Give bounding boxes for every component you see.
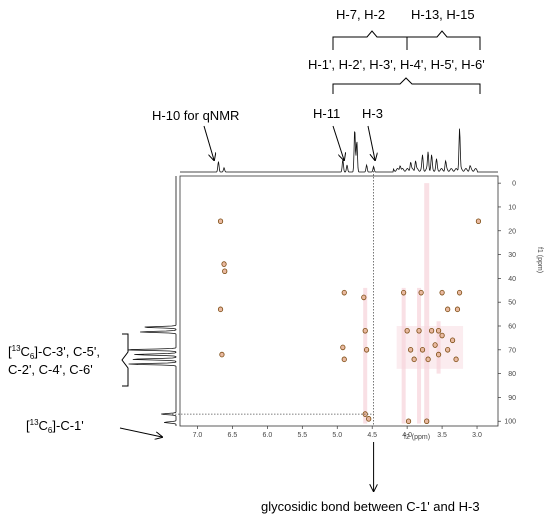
cross-peak [341, 289, 347, 296]
cross-peak [362, 327, 368, 334]
y-tick-label: 0 [512, 181, 516, 188]
cross-peak [340, 344, 346, 351]
y-tick-label: 50 [508, 300, 516, 307]
cross-peak [453, 356, 459, 363]
cross-peak [435, 351, 442, 358]
y-tick-label: 10 [508, 204, 516, 211]
smear-column [424, 183, 430, 424]
x-tick-label: 4.0 [402, 432, 412, 439]
x-axis-ticks: 7.0 6.5 6.0 5.5 5.0 4.5 4.0 3.5 3.0 [193, 426, 482, 439]
y-tick-label: 70 [508, 347, 516, 354]
x-tick-label: 5.5 [297, 432, 307, 439]
label-c-group-line1: [13C6]-C-3', C-5', [8, 344, 100, 361]
cross-peak [404, 327, 410, 334]
cross-peak [439, 289, 445, 296]
cross-peak [219, 351, 225, 358]
left-bracket-c-group [121, 333, 129, 387]
arrow-h10 [203, 125, 214, 160]
y-tick-label: 20 [508, 228, 516, 235]
cross-peak [217, 306, 224, 313]
x-tick-label: 6.5 [228, 432, 238, 439]
cross-peak [445, 347, 451, 353]
y-axis-ticks: 0 10 20 30 40 50 60 70 80 90 100 [498, 181, 516, 426]
cross-peak [475, 218, 482, 225]
cross-peak [424, 418, 430, 425]
x-tick-label: 4.5 [367, 432, 377, 439]
x-tick-label: 7.0 [193, 432, 203, 439]
cross-peak [366, 416, 372, 422]
plot-area [179, 175, 499, 427]
proton-spectrum-trace [180, 128, 498, 173]
cross-peak [432, 342, 438, 348]
cross-peak [435, 327, 442, 334]
top-bracket-1 [332, 30, 408, 50]
x-tick-label: 3.0 [472, 432, 482, 439]
cross-peak [418, 289, 424, 296]
smear-column [436, 321, 441, 374]
cross-peak [456, 289, 463, 296]
cross-peak [449, 337, 456, 344]
smear-column [417, 287, 422, 424]
x-tick-label: 3.5 [437, 432, 447, 439]
cross-peak [341, 356, 347, 363]
label-h3: H-3 [362, 106, 383, 121]
arrow-h3 [367, 125, 375, 160]
y-axis-label: f1 (ppm) [536, 247, 543, 273]
cross-peak [411, 356, 417, 363]
top-bracket-row2 [332, 77, 481, 94]
cross-peak [454, 306, 461, 313]
label-glycosidic: glycosidic bond between C-1' and H-3 [261, 499, 480, 514]
arrow-c1 [119, 427, 162, 437]
y-tick-label: 100 [504, 419, 516, 426]
x-axis-label: f2 (ppm) [404, 434, 430, 441]
label-glucose-protons: H-1', H-2', H-3', H-4', H-5', H-6' [308, 57, 485, 72]
cross-peak [445, 306, 451, 313]
y-tick-label: 40 [508, 276, 516, 283]
label-h7-h2: H-7, H-2 [336, 7, 385, 22]
cross-peak [405, 418, 412, 425]
carbon-spectrum-trace [127, 176, 177, 426]
cross-peak [217, 218, 224, 225]
cross-peak [429, 327, 435, 334]
cross-peak [401, 289, 407, 296]
label-h10: H-10 for qNMR [152, 108, 239, 123]
cross-peak [439, 332, 445, 339]
cross-peak [364, 347, 370, 353]
smear-column [401, 287, 406, 424]
arrow-h11 [332, 125, 344, 160]
x-tick-label: 6.0 [262, 432, 272, 439]
label-c-group-line2: C-2', C-4', C-6' [8, 362, 93, 377]
top-bracket-2 [406, 30, 481, 50]
cross-peak [416, 327, 422, 334]
cross-peak [222, 268, 228, 275]
correlation-smear [363, 183, 464, 424]
label-c1: [13C6]-C-1' [26, 418, 84, 435]
cross-peak [419, 347, 426, 353]
y-tick-label: 30 [508, 252, 516, 259]
cross-peak [221, 261, 227, 267]
y-tick-label: 60 [508, 324, 516, 331]
cross-peak [361, 294, 367, 301]
y-tick-label: 90 [508, 395, 516, 402]
cross-peak [408, 347, 414, 353]
label-h13-h15: H-13, H-15 [411, 7, 475, 22]
smear-column [363, 287, 368, 424]
label-h11: H-11 [313, 106, 340, 121]
y-tick-label: 80 [508, 371, 516, 378]
cross-peak [425, 356, 431, 363]
x-tick-label: 5.0 [332, 432, 342, 439]
